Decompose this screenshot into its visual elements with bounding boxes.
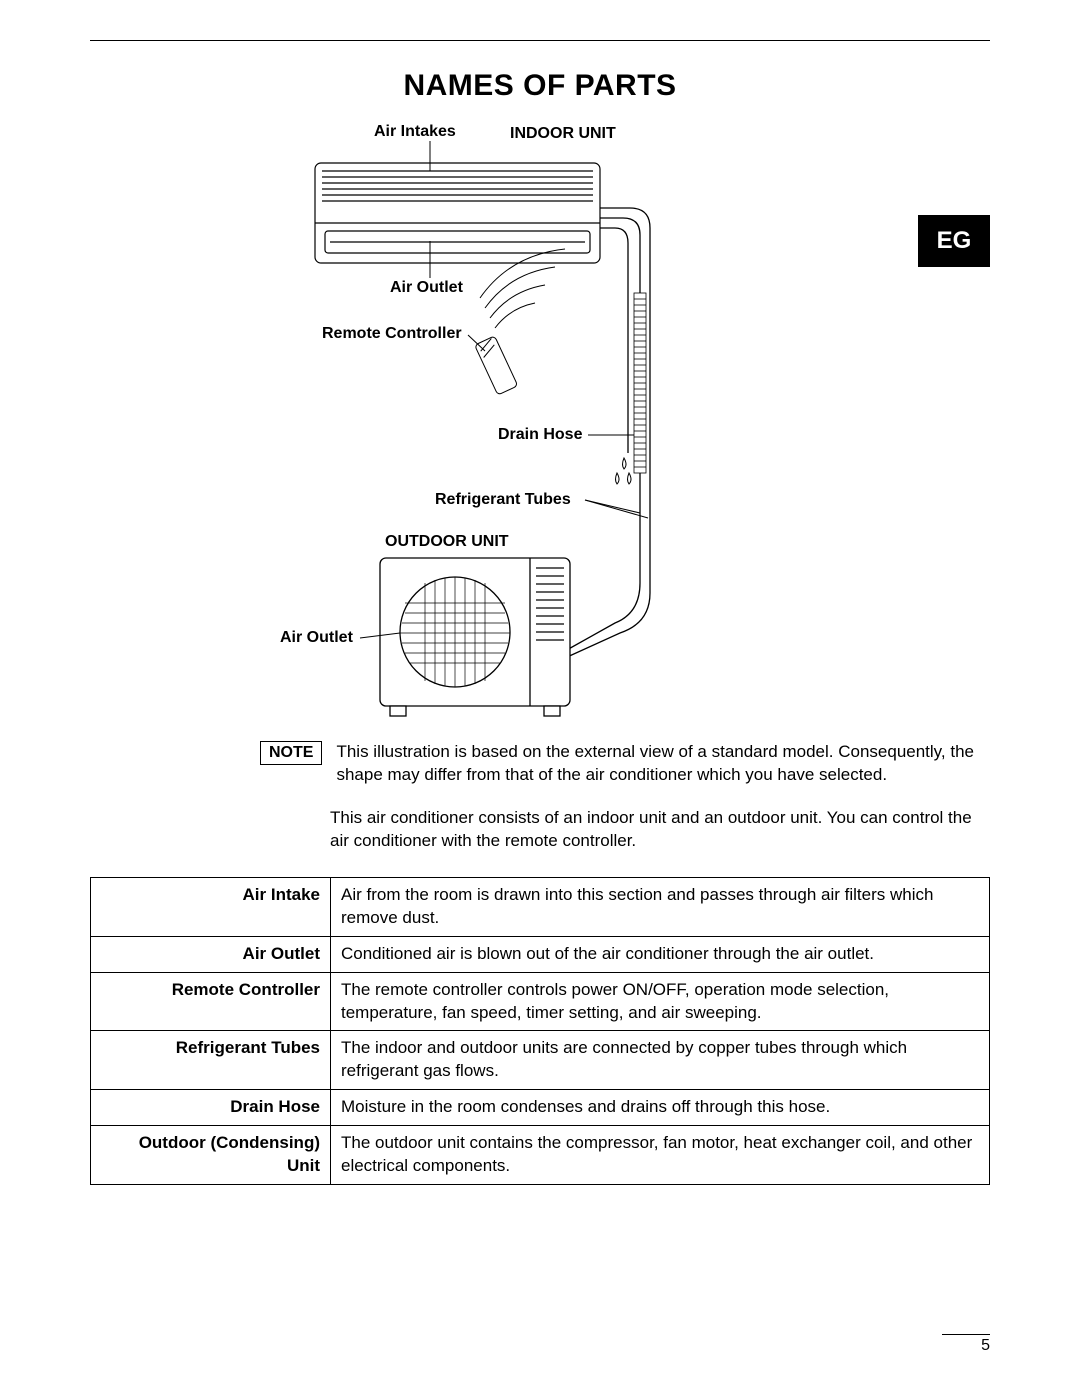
part-name: Refrigerant Tubes [91, 1031, 331, 1090]
part-description: Moisture in the room condenses and drain… [331, 1090, 990, 1126]
page-title: NAMES OF PARTS [90, 69, 990, 103]
part-description: Conditioned air is blown out of the air … [331, 936, 990, 972]
part-description: Air from the room is drawn into this sec… [331, 877, 990, 936]
label-air-outlet-indoor: Air Outlet [390, 279, 463, 297]
part-name: Air Intake [91, 877, 331, 936]
part-description: The indoor and outdoor units are connect… [331, 1031, 990, 1090]
part-description: The outdoor unit contains the compressor… [331, 1126, 990, 1185]
label-air-intakes: Air Intakes [374, 123, 456, 141]
table-row: Remote ControllerThe remote controller c… [91, 972, 990, 1031]
label-indoor-unit: INDOOR UNIT [510, 125, 616, 143]
page-number: 5 [942, 1334, 990, 1355]
part-name: Remote Controller [91, 972, 331, 1031]
label-air-outlet-outdoor: Air Outlet [280, 629, 353, 647]
description-text: This air conditioner consists of an indo… [330, 807, 980, 853]
diagram-svg [90, 113, 990, 723]
parts-table: Air IntakeAir from the room is drawn int… [90, 877, 990, 1185]
note-block: NOTE This illustration is based on the e… [260, 741, 980, 787]
note-badge: NOTE [260, 741, 322, 765]
part-description: The remote controller controls power ON/… [331, 972, 990, 1031]
table-row: Air IntakeAir from the room is drawn int… [91, 877, 990, 936]
note-text: This illustration is based on the extern… [336, 741, 980, 787]
part-name: Outdoor (Condensing) Unit [91, 1126, 331, 1185]
table-row: Drain HoseMoisture in the room condenses… [91, 1090, 990, 1126]
table-row: Outdoor (Condensing) UnitThe outdoor uni… [91, 1126, 990, 1185]
table-row: Refrigerant TubesThe indoor and outdoor … [91, 1031, 990, 1090]
label-remote-controller: Remote Controller [322, 325, 462, 343]
label-drain-hose: Drain Hose [498, 426, 582, 444]
label-outdoor-unit: OUTDOOR UNIT [385, 533, 509, 551]
part-name: Drain Hose [91, 1090, 331, 1126]
part-name: Air Outlet [91, 936, 331, 972]
label-refrigerant-tubes: Refrigerant Tubes [435, 491, 571, 509]
parts-diagram: Air Intakes INDOOR UNIT Air Outlet Remot… [90, 113, 990, 723]
table-row: Air OutletConditioned air is blown out o… [91, 936, 990, 972]
